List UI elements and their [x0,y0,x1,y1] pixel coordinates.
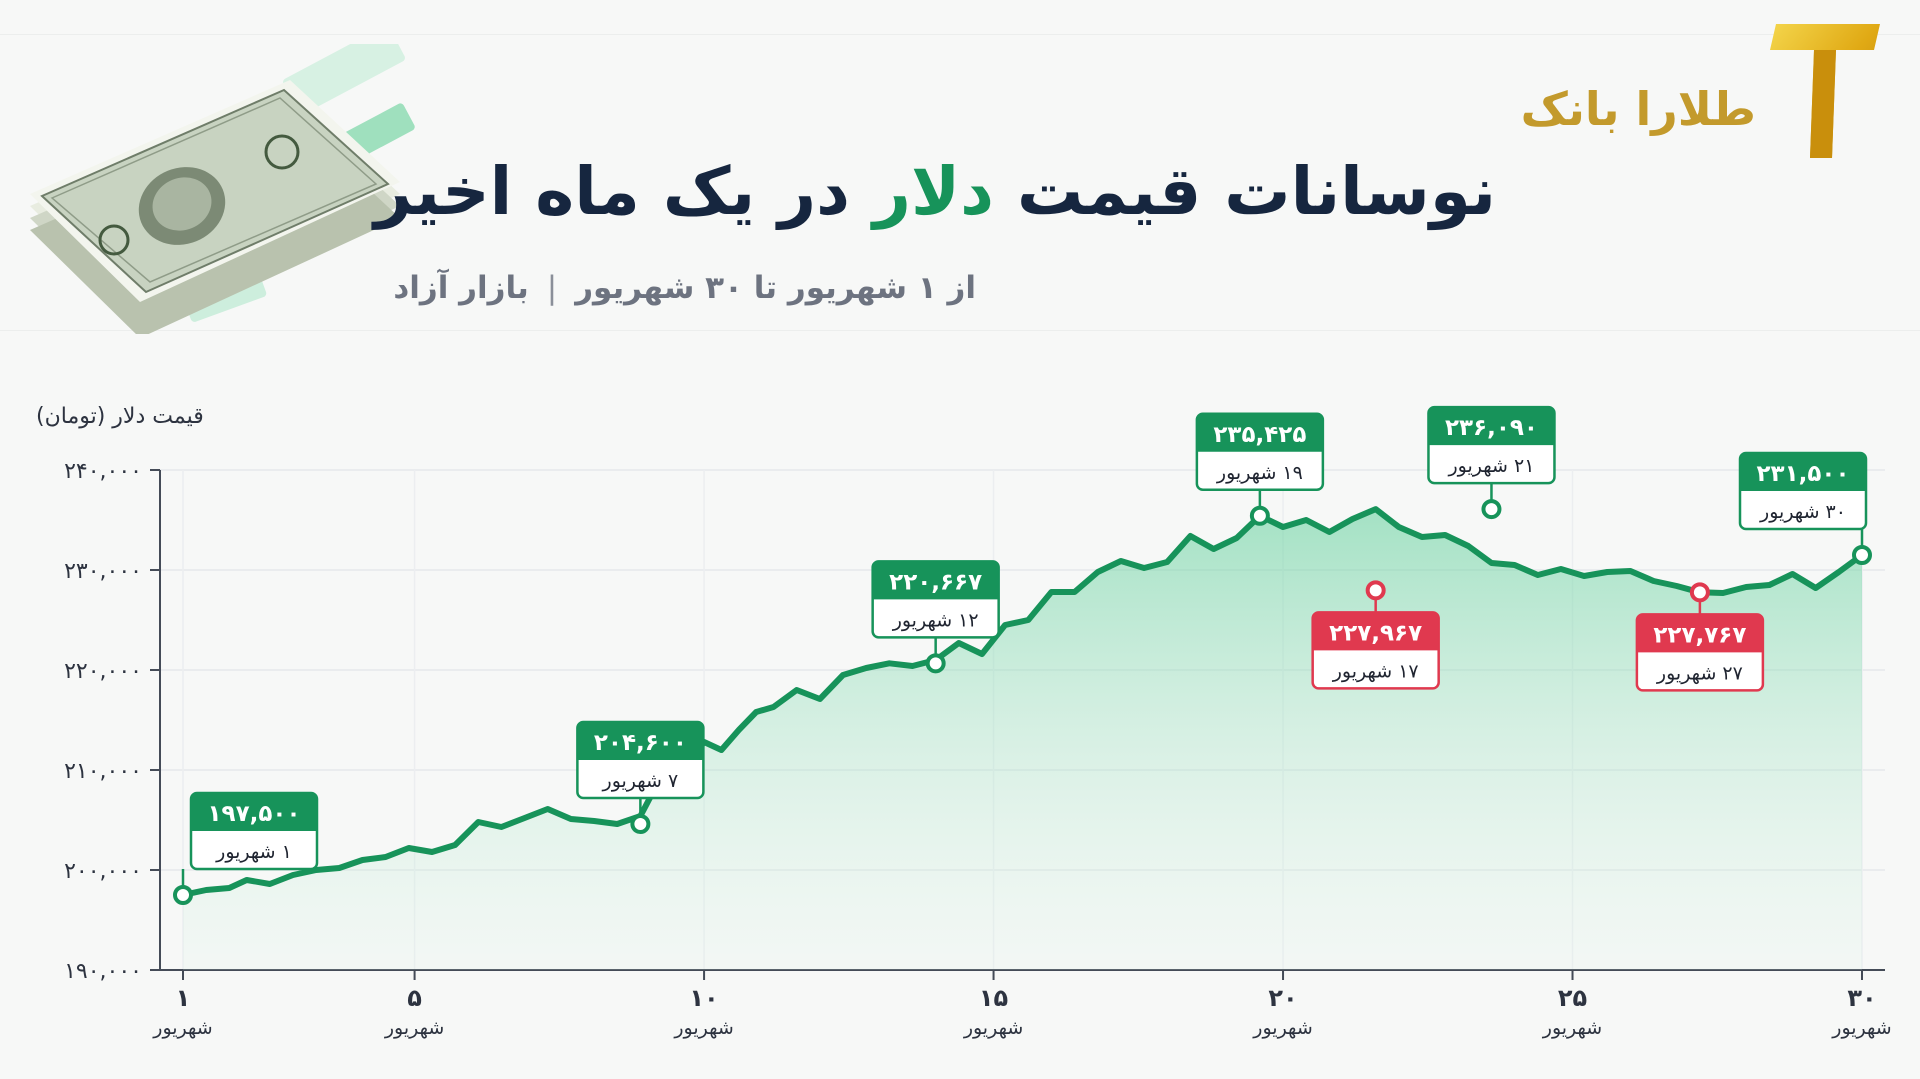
series-area [183,509,1862,970]
callout-header [1636,614,1763,653]
callout-value: ۲۲۷,۷۶۷ [1653,622,1746,648]
callout-date: ۱ شهریور [215,841,292,863]
subtitle: از ۱ شهریور تا ۳۰ شهریور | بازار آزاد [393,270,976,306]
data-point-marker [1365,580,1386,601]
x-tick-label: ۲۰ [1268,984,1297,1012]
callout-header [1312,612,1439,651]
callout-value: ۲۰۴,۶۰۰ [594,730,687,756]
x-tick-label: ۳۰ [1847,984,1876,1012]
x-tick-label: ۱۰ [689,984,718,1012]
subtitle-separator: | [546,270,558,306]
x-tick-sublabel: شهریور [673,1017,733,1039]
callout-up: ۲۳۵,۴۲۵ ۱۹ شهریور [1195,412,1325,526]
x-tick-sublabel: شهریور [152,1017,212,1039]
y-tick-label: ۲۴۰,۰۰۰ [64,459,142,484]
data-point-marker [1689,582,1710,603]
title-accent: دلار [873,153,995,230]
callout-up: ۲۰۴,۶۰۰ ۷ شهریور [576,720,705,834]
callout-date: ۱۹ شهریور [1216,462,1303,484]
callout-value: ۲۲۰,۶۶۷ [889,569,982,595]
brand-t-icon [1770,24,1880,158]
data-point-marker [1481,499,1502,520]
data-point-marker [1852,545,1872,565]
x-tick-label: ۱ [176,984,191,1012]
data-point-marker [1249,505,1270,526]
x-tick-sublabel: شهریور [963,1017,1023,1039]
brand-name: طلارا بانک [1520,82,1756,136]
callout-value: ۲۳۱,۵۰۰ [1757,461,1850,487]
background-rule [0,34,1920,35]
callout-date: ۲۷ شهریور [1656,662,1743,684]
y-tick-label: ۲۳۰,۰۰۰ [64,559,142,584]
callout-header [1428,407,1555,446]
y-tick-label: ۲۲۰,۰۰۰ [64,659,142,684]
x-tick-sublabel: شهریور [1831,1017,1891,1039]
background-rule [0,330,1920,331]
x-tick-label: ۵ [407,984,422,1012]
callout-date: ۲۱ شهریور [1448,455,1535,477]
subtitle-range: از ۱ شهریور تا ۳۰ شهریور [575,270,976,306]
callout-date: ۱۲ شهریور [892,609,979,631]
brand-logo: طلارا بانک [1520,20,1884,170]
title-part-1: نوسانات قیمت [994,153,1496,230]
callout-date: ۷ شهریور [602,770,679,792]
page-title: نوسانات قیمت دلار در یک ماه اخیر [374,153,1496,230]
y-tick-label: ۲۱۰,۰۰۰ [64,759,142,784]
callout-up: ۲۳۱,۵۰۰ ۳۰ شهریور [1738,451,1872,565]
data-point-marker [630,814,651,834]
callout-header [577,722,704,760]
callout-value: ۲۲۷,۹۶۷ [1329,620,1422,646]
x-tick-label: ۲۵ [1558,984,1587,1012]
x-tick-sublabel: شهریور [384,1017,444,1039]
callout-value: ۲۳۶,۰۹۰ [1445,415,1538,441]
series-line [180,506,1865,898]
callout-header [1740,453,1866,491]
data-point-marker [925,653,946,674]
callout-value: ۱۹۷,۵۰۰ [208,801,301,827]
y-tick-label: ۲۰۰,۰۰۰ [64,859,142,884]
data-point-marker [173,885,193,905]
y-tick-label: ۱۹۰,۰۰۰ [64,959,142,984]
callout-down: ۲۲۷,۹۶۷ ۱۷ شهریور [1311,580,1440,690]
callout-date: ۳۰ شهریور [1759,501,1846,523]
callout-header [1196,413,1323,452]
subtitle-market: بازار آزاد [393,270,529,306]
callout-date: ۱۷ شهریور [1332,660,1419,682]
callout-header [872,561,999,600]
x-tick-sublabel: شهریور [1252,1017,1312,1039]
y-axis-label: قیمت دلار (تومان) [36,404,204,429]
money-stack-icon [30,44,415,334]
callout-value: ۲۳۵,۴۲۵ [1213,422,1306,448]
callout-down: ۲۲۷,۷۶۷ ۲۷ شهریور [1635,582,1765,692]
callout-up: ۱۹۷,۵۰۰ ۱ شهریور [173,791,319,905]
title-part-2: در یک ماه اخیر [374,153,874,230]
x-tick-label: ۱۵ [979,984,1008,1012]
x-tick-sublabel: شهریور [1542,1017,1602,1039]
callout-up: ۲۳۶,۰۹۰ ۲۱ شهریور [1427,405,1556,520]
callout-up: ۲۲۰,۶۶۷ ۱۲ شهریور [871,560,1000,674]
callout-header [191,793,317,831]
